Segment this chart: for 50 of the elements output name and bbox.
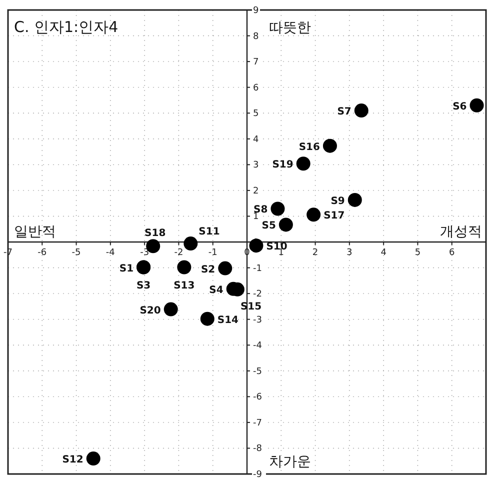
y-tick-label: -8	[253, 444, 262, 454]
annotation: S9	[330, 196, 345, 207]
x-tick-label: 6	[448, 248, 455, 258]
annotation: S13	[174, 280, 195, 292]
y-tick-label: -1	[253, 264, 262, 274]
annotation: S18	[144, 228, 166, 240]
annotation: S4	[209, 284, 224, 296]
annotation: 일반적	[14, 224, 56, 240]
annotation: S7	[337, 106, 352, 118]
x-tick-label: 4	[380, 248, 387, 258]
y-tick-label: 4	[253, 134, 259, 145]
x-tick-label: -5	[72, 248, 81, 258]
y-tick-label: 3	[253, 160, 259, 171]
x-tick-label: -4	[106, 248, 116, 258]
y-tick-label: -2	[253, 290, 262, 300]
text: C. 인자1:인자4	[14, 18, 118, 36]
annotation: S17	[324, 210, 345, 222]
y-tick-label: -5	[253, 366, 262, 377]
y-tick-label: 8	[253, 32, 259, 42]
annotation: S11	[198, 226, 220, 238]
annotation: S14	[217, 314, 239, 326]
y-tick-label: -9	[253, 470, 262, 480]
annotation: S20	[140, 305, 161, 316]
annotation: S12	[62, 454, 84, 466]
y-tick-label: 7	[253, 58, 259, 68]
annotation: S5	[262, 220, 276, 232]
x-tick-label: 3	[346, 248, 352, 258]
x-tick-label: -1	[208, 248, 218, 258]
x-tick-label: -6	[38, 248, 47, 258]
x-tick-label: 2	[312, 248, 318, 258]
annotation: S2	[200, 264, 216, 276]
x-tick-label: 5	[414, 248, 421, 258]
y-tick-label: -7	[253, 418, 262, 428]
annotation: S1	[119, 263, 134, 274]
y-tick-label: -3	[253, 315, 262, 326]
annotation: S16	[298, 142, 320, 153]
annotation: 차가운	[269, 454, 311, 470]
x-tick-label: -2	[174, 248, 184, 258]
y-tick-label: -6	[253, 392, 262, 403]
annotation: 개성적	[440, 224, 482, 240]
annotation: S19	[272, 160, 294, 171]
y-tick-label: 1	[253, 212, 259, 222]
y-tick-label: 2	[253, 186, 259, 196]
y-tick-label: 5	[253, 109, 259, 120]
annotation: S6	[452, 101, 467, 112]
y-tick-label: 9	[253, 6, 259, 16]
y-tick-label: -4	[253, 341, 262, 352]
y-tick-label: 6	[253, 83, 259, 94]
annotation: S3	[136, 280, 151, 292]
annotation: 따뜻한	[269, 20, 311, 36]
